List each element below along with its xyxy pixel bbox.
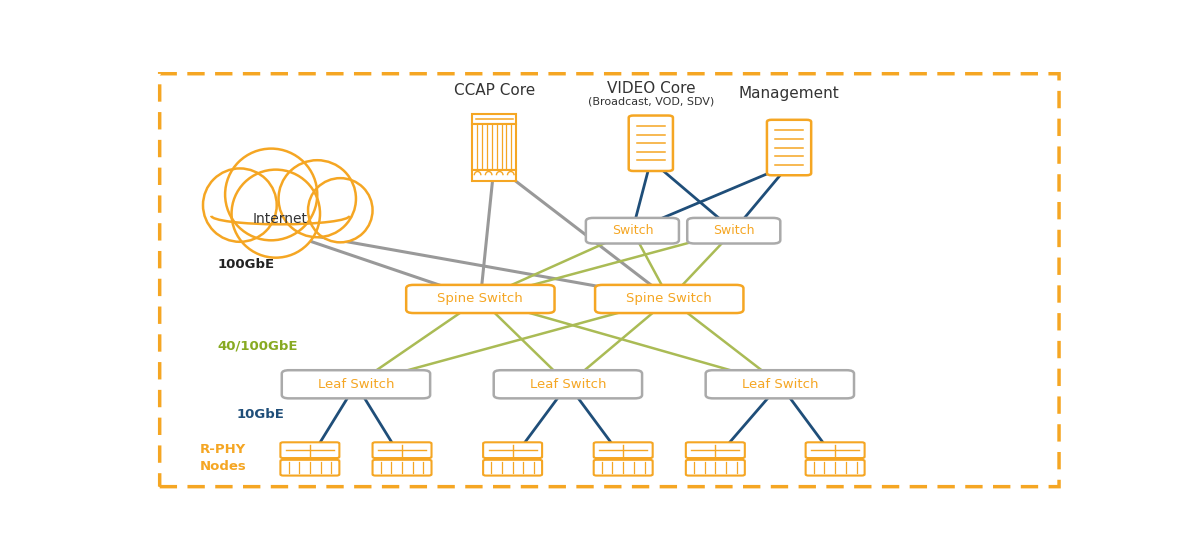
Ellipse shape	[232, 170, 320, 258]
FancyBboxPatch shape	[594, 285, 743, 313]
FancyBboxPatch shape	[687, 218, 780, 244]
Text: Leaf Switch: Leaf Switch	[742, 378, 818, 391]
Text: R-PHY
Nodes: R-PHY Nodes	[200, 443, 246, 473]
FancyBboxPatch shape	[372, 442, 432, 458]
Bar	[472, 115, 516, 124]
FancyBboxPatch shape	[372, 460, 432, 475]
Text: (Broadcast, VOD, SDV): (Broadcast, VOD, SDV)	[587, 96, 713, 106]
FancyBboxPatch shape	[686, 442, 744, 458]
Ellipse shape	[203, 168, 277, 242]
Text: Spine Switch: Spine Switch	[627, 293, 712, 305]
Text: Switch: Switch	[713, 224, 755, 237]
Text: VIDEO Core: VIDEO Core	[606, 81, 696, 96]
FancyBboxPatch shape	[483, 442, 542, 458]
Ellipse shape	[225, 148, 317, 240]
FancyBboxPatch shape	[629, 116, 673, 171]
FancyBboxPatch shape	[281, 442, 339, 458]
FancyBboxPatch shape	[686, 460, 744, 475]
Bar	[207, 205, 354, 222]
FancyBboxPatch shape	[483, 460, 542, 475]
FancyBboxPatch shape	[705, 370, 854, 398]
FancyBboxPatch shape	[282, 370, 430, 398]
Ellipse shape	[308, 178, 372, 242]
FancyBboxPatch shape	[593, 442, 653, 458]
Text: 10GbE: 10GbE	[237, 408, 284, 420]
FancyBboxPatch shape	[159, 74, 1059, 486]
Text: Management: Management	[738, 86, 839, 101]
Text: Leaf Switch: Leaf Switch	[529, 378, 606, 391]
Text: 40/100GbE: 40/100GbE	[218, 340, 298, 352]
FancyBboxPatch shape	[493, 370, 642, 398]
Text: 100GbE: 100GbE	[218, 258, 275, 271]
FancyBboxPatch shape	[806, 460, 864, 475]
Bar	[472, 170, 516, 181]
FancyBboxPatch shape	[281, 460, 339, 475]
FancyBboxPatch shape	[593, 460, 653, 475]
Text: Internet: Internet	[253, 212, 308, 226]
FancyBboxPatch shape	[586, 218, 679, 244]
Ellipse shape	[278, 160, 356, 237]
Text: Leaf Switch: Leaf Switch	[317, 378, 395, 391]
FancyBboxPatch shape	[806, 442, 864, 458]
Text: Switch: Switch	[611, 224, 653, 237]
Bar	[472, 124, 516, 170]
FancyBboxPatch shape	[767, 120, 811, 175]
Text: Spine Switch: Spine Switch	[438, 293, 523, 305]
FancyBboxPatch shape	[407, 285, 554, 313]
Text: CCAP Core: CCAP Core	[453, 84, 535, 99]
